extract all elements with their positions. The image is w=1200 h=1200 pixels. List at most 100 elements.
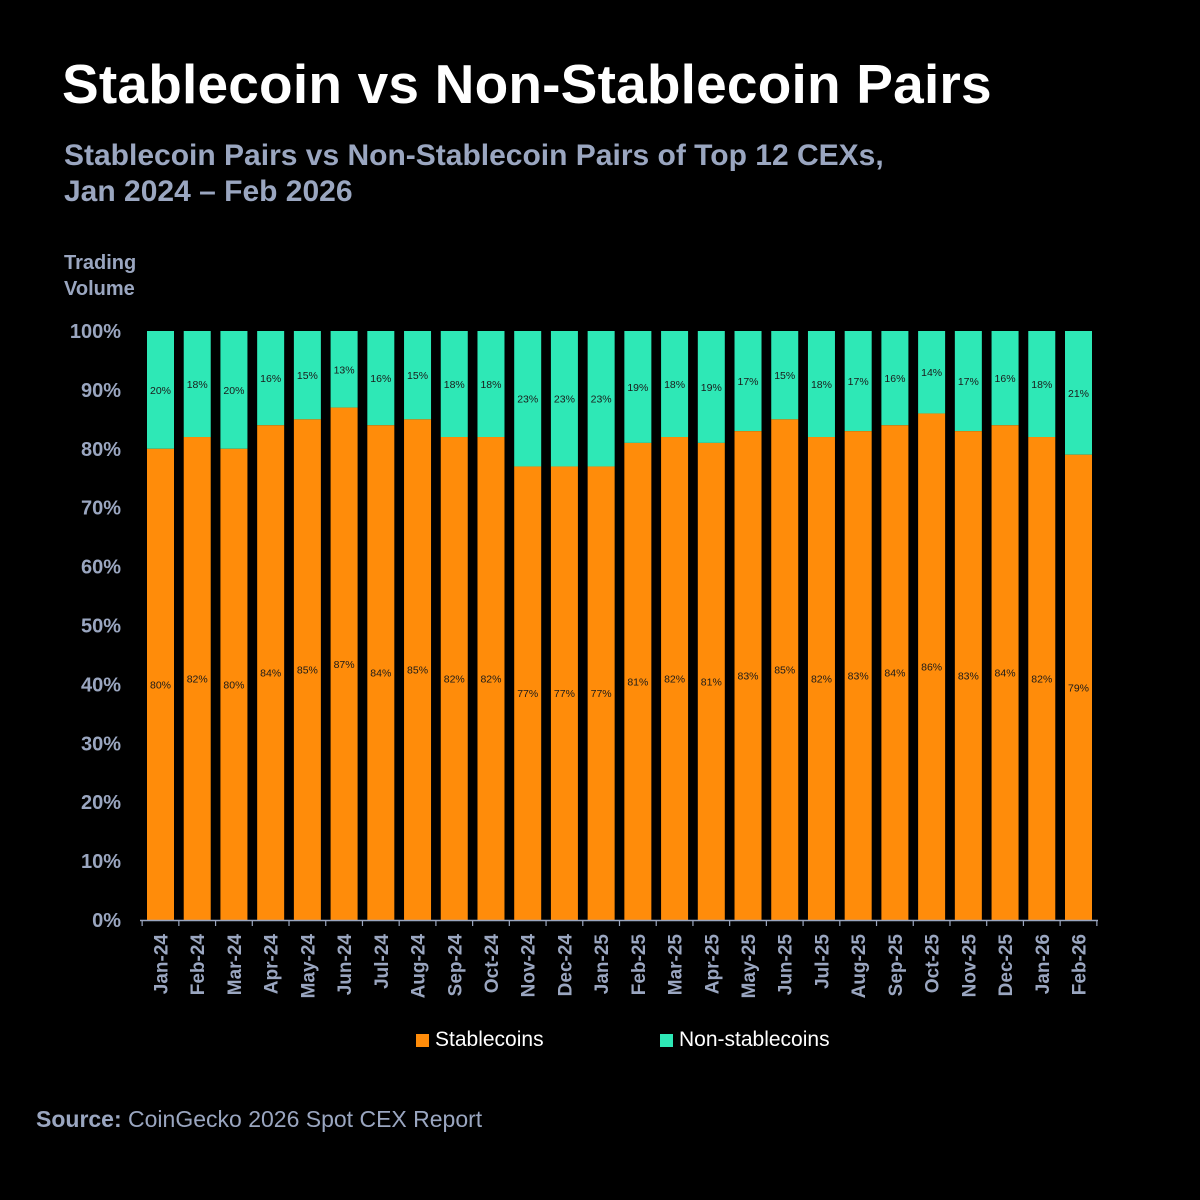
data-label-stablecoins: 80%	[223, 679, 244, 691]
bar-non-stablecoins	[477, 331, 505, 438]
y-axis-title-line-2: Volume	[64, 278, 135, 300]
legend-swatch-stablecoins	[416, 1033, 429, 1047]
bar-stablecoins	[367, 425, 395, 920]
source-text: CoinGecko 2026 Spot CEX Report	[128, 1106, 483, 1132]
data-label-non-stablecoins: 23%	[517, 394, 538, 406]
bar-non-stablecoins	[1065, 331, 1092, 455]
data-label-non-stablecoins: 18%	[664, 379, 685, 391]
bar-stablecoins	[147, 448, 174, 920]
bar-non-stablecoins	[550, 331, 578, 467]
x-tick-label: Dec-24	[555, 934, 576, 997]
data-label-non-stablecoins: 15%	[407, 370, 428, 382]
data-label-stablecoins: 77%	[554, 688, 575, 700]
x-tick-label: Jun-25	[776, 934, 797, 996]
data-label-non-stablecoins: 16%	[260, 373, 281, 385]
legend-label-non-stablecoins: Non-stablecoins	[679, 1028, 830, 1051]
y-axis-ticks: 0% 10% 20% 30% 40% 50% 60% 70% 80% 90% 100%	[70, 321, 121, 932]
bar-non-stablecoins	[330, 331, 358, 408]
bar-non-stablecoins	[440, 331, 468, 438]
x-tick-label: Jan-26	[1033, 934, 1054, 994]
y-tick-label: 30%	[81, 733, 121, 755]
data-label-stablecoins: 82%	[811, 674, 832, 686]
bar-non-stablecoins	[624, 331, 652, 443]
data-label-non-stablecoins: 18%	[811, 379, 832, 391]
bar-stablecoins	[1065, 454, 1092, 920]
y-axis-title: Trading Volume	[64, 250, 204, 302]
data-label-non-stablecoins: 15%	[297, 370, 318, 382]
data-label-non-stablecoins: 14%	[921, 367, 942, 379]
bar-non-stablecoins	[844, 331, 872, 432]
bar-non-stablecoins	[404, 331, 432, 420]
bar-stablecoins	[624, 442, 652, 920]
y-tick-label: 0%	[92, 910, 121, 932]
bar-non-stablecoins	[367, 331, 395, 426]
data-label-non-stablecoins: 13%	[334, 364, 355, 376]
bar-stablecoins	[587, 466, 615, 920]
data-label-non-stablecoins: 23%	[591, 394, 612, 406]
y-tick-label: 80%	[81, 439, 121, 461]
x-tick-label: Jan-25	[592, 934, 613, 995]
bar-non-stablecoins	[697, 331, 725, 443]
bar-stablecoins	[183, 437, 211, 920]
data-label-stablecoins: 86%	[921, 662, 942, 674]
x-tick-label: Nov-24	[519, 934, 540, 998]
bar-stablecoins	[257, 425, 285, 920]
x-tick-label: Apr-24	[262, 934, 283, 995]
data-label-stablecoins: 82%	[664, 674, 685, 686]
data-label-non-stablecoins: 16%	[884, 373, 905, 385]
x-tick-label: Aug-25	[849, 934, 870, 999]
legend-label-stablecoins: Stablecoins	[435, 1028, 544, 1051]
legend-swatch-non-stablecoins	[660, 1033, 673, 1047]
data-label-non-stablecoins: 19%	[701, 382, 722, 394]
data-label-stablecoins: 81%	[627, 676, 648, 688]
data-label-non-stablecoins: 16%	[995, 373, 1016, 385]
bar-stablecoins	[807, 437, 835, 920]
x-tick-label: Jan-24	[152, 934, 173, 995]
y-tick-label: 100%	[70, 321, 121, 343]
x-tick-label: Aug-24	[409, 934, 430, 999]
data-label-non-stablecoins: 20%	[150, 385, 171, 397]
data-label-stablecoins: 80%	[150, 679, 171, 691]
bars-group: 80% 20% 82% 18% 80% 20% 84% 16% 85% 15% 87% 13% 84% 1…	[147, 331, 1092, 920]
chart-subtitle-line-1: Stablecoin Pairs vs Non-Stablecoin Pairs…	[64, 139, 884, 172]
bar-stablecoins	[991, 425, 1019, 920]
bar-non-stablecoins	[771, 331, 799, 420]
source-label: Source:	[36, 1106, 122, 1132]
y-tick-label: 50%	[81, 616, 121, 638]
x-tick-label: Oct-25	[923, 934, 944, 994]
x-tick-label: Nov-25	[959, 934, 980, 998]
data-label-non-stablecoins: 18%	[1031, 379, 1052, 391]
bar-stablecoins	[661, 437, 689, 920]
x-tick-label: Apr-25	[702, 934, 723, 995]
chart-subtitle: Stablecoin Pairs vs Non-Stablecoin Pairs…	[64, 138, 1064, 210]
bar-non-stablecoins	[514, 331, 542, 467]
data-label-stablecoins: 77%	[517, 688, 538, 700]
data-label-stablecoins: 77%	[591, 688, 612, 700]
bar-stablecoins	[293, 419, 321, 920]
bar-stablecoins	[954, 431, 982, 920]
data-label-stablecoins: 84%	[884, 668, 905, 680]
bar-stablecoins	[771, 419, 799, 920]
bar-stablecoins	[844, 431, 872, 920]
bar-non-stablecoins	[661, 331, 689, 438]
bar-non-stablecoins	[954, 331, 982, 432]
data-label-non-stablecoins: 20%	[223, 385, 244, 397]
bar-non-stablecoins	[220, 331, 248, 449]
x-tick-label: Sep-25	[886, 934, 907, 997]
bar-non-stablecoins	[918, 331, 946, 414]
x-tick-label: Mar-25	[666, 934, 687, 996]
x-tick-label: Feb-25	[629, 934, 650, 996]
data-label-stablecoins: 87%	[334, 659, 355, 671]
x-tick-label: Jul-24	[372, 934, 393, 989]
data-label-non-stablecoins: 23%	[554, 394, 575, 406]
data-label-non-stablecoins: 17%	[738, 376, 759, 388]
data-label-non-stablecoins: 17%	[958, 376, 979, 388]
bar-stablecoins	[477, 437, 505, 920]
bar-stablecoins	[220, 448, 248, 920]
bar-stablecoins	[697, 442, 725, 920]
bar-non-stablecoins	[183, 331, 211, 438]
data-label-stablecoins: 84%	[995, 668, 1016, 680]
data-label-stablecoins: 82%	[444, 674, 465, 686]
data-label-stablecoins: 84%	[370, 668, 391, 680]
